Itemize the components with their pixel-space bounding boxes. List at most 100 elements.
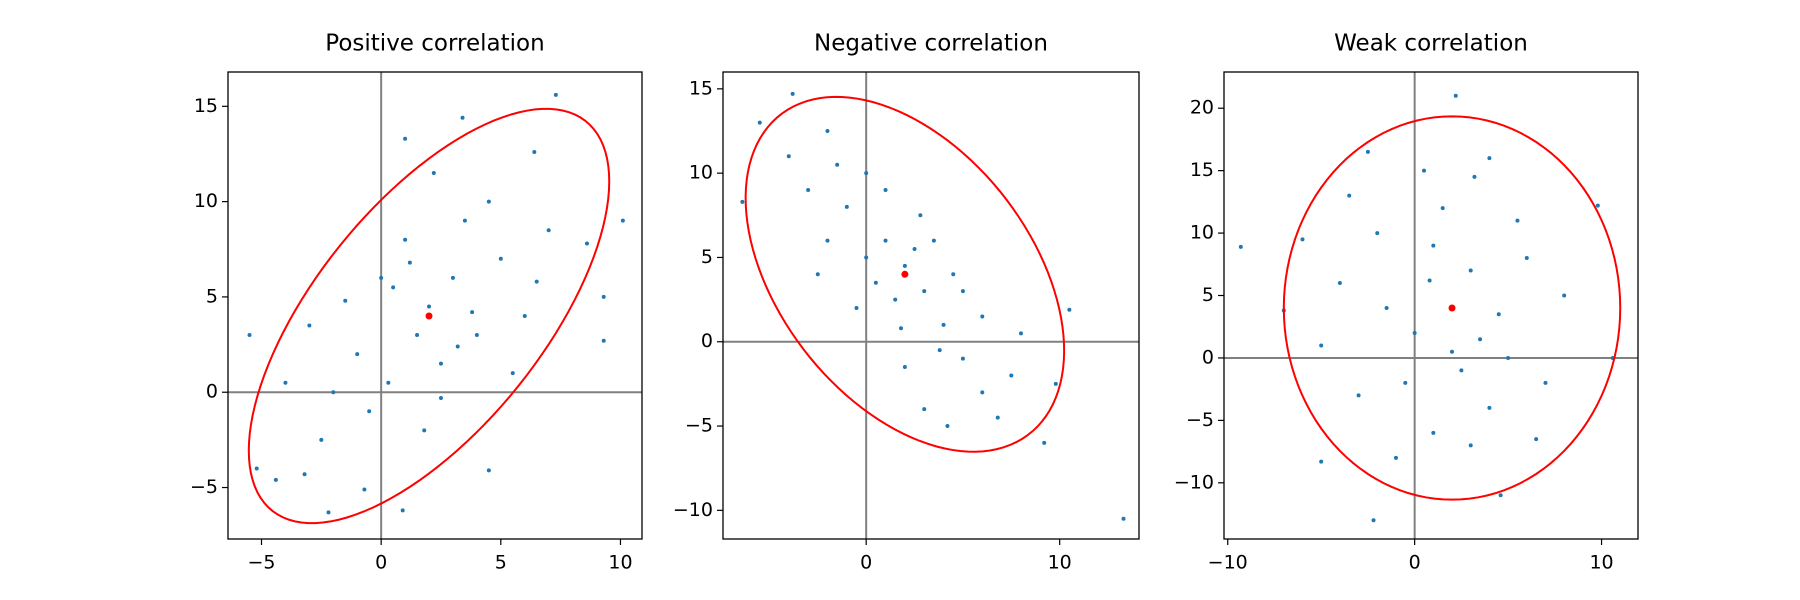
point [786, 154, 791, 159]
point [1543, 380, 1548, 385]
point [1319, 459, 1324, 464]
point [486, 199, 491, 204]
y-tick-label: −5 [190, 476, 218, 498]
y-tick-label: −10 [673, 499, 713, 521]
panel-title: Positive correlation [325, 31, 544, 57]
point [415, 333, 420, 338]
point [1431, 243, 1436, 248]
y-tick-label: 5 [701, 246, 713, 268]
panel-title: Weak correlation [1334, 31, 1528, 57]
point [1300, 237, 1305, 242]
point [584, 241, 589, 246]
point [1053, 381, 1058, 386]
point [941, 322, 946, 327]
point [532, 150, 537, 155]
point [1515, 218, 1520, 223]
point [400, 508, 405, 513]
point [1487, 405, 1492, 410]
point [302, 472, 307, 477]
mean-point [425, 312, 433, 320]
point [883, 238, 888, 243]
point [1412, 330, 1417, 335]
point [470, 310, 475, 315]
axes-frame [227, 71, 643, 540]
confidence-ellipse [1282, 115, 1622, 501]
point [873, 280, 878, 285]
point [534, 279, 539, 284]
point [1440, 206, 1445, 211]
point [1472, 174, 1477, 179]
point [331, 390, 336, 395]
point [601, 338, 606, 343]
point [474, 333, 479, 338]
x-tick-label: 0 [375, 552, 387, 574]
point [1478, 337, 1483, 342]
point [620, 218, 625, 223]
y-tick-label: −5 [685, 415, 713, 437]
point [1042, 440, 1047, 445]
point [283, 380, 288, 385]
plot-area [723, 72, 1139, 539]
y-tick-label: 10 [1190, 222, 1214, 244]
point [960, 356, 965, 361]
point [450, 275, 455, 280]
point [1431, 430, 1436, 435]
point [403, 237, 408, 242]
point [864, 255, 869, 260]
point [844, 204, 849, 209]
point [1524, 256, 1529, 261]
point [1498, 493, 1503, 498]
point [931, 238, 936, 243]
point [510, 371, 515, 376]
mean-point [901, 270, 909, 278]
y-tick-label: 0 [1202, 346, 1214, 368]
point [391, 285, 396, 290]
point [1018, 331, 1023, 336]
point [912, 247, 917, 252]
point [403, 136, 408, 141]
point [307, 323, 312, 328]
point [1459, 368, 1464, 373]
point [1534, 437, 1539, 442]
point [883, 188, 888, 193]
x-tick-label: 10 [1048, 552, 1072, 574]
point [379, 275, 384, 280]
y-tick-label: 15 [1190, 159, 1214, 181]
point [995, 415, 1000, 420]
point [462, 218, 467, 223]
point [1371, 518, 1376, 523]
point [806, 188, 811, 193]
point [1337, 281, 1342, 286]
point [835, 162, 840, 167]
point [1506, 355, 1511, 360]
point [343, 298, 348, 303]
point [1562, 293, 1567, 298]
point [825, 238, 830, 243]
point [1393, 455, 1398, 460]
point [522, 313, 527, 318]
point [1427, 278, 1432, 283]
point [407, 260, 412, 265]
point [1347, 193, 1352, 198]
x-tick-label: 0 [1409, 552, 1421, 574]
point [422, 428, 427, 433]
point [825, 129, 830, 134]
point [1319, 343, 1324, 348]
point [326, 510, 331, 515]
point [945, 424, 950, 429]
point [247, 333, 252, 338]
point [1453, 93, 1458, 98]
point [864, 171, 869, 176]
point [980, 390, 985, 395]
panel-title: Negative correlation [814, 31, 1048, 57]
point [918, 213, 923, 218]
axes-frame [722, 71, 1140, 540]
point [902, 263, 907, 268]
point [438, 395, 443, 400]
point [1487, 156, 1492, 161]
point [790, 91, 795, 96]
point [937, 348, 942, 353]
y-tick-label: 5 [206, 285, 218, 307]
y-tick-label: 15 [689, 77, 713, 99]
